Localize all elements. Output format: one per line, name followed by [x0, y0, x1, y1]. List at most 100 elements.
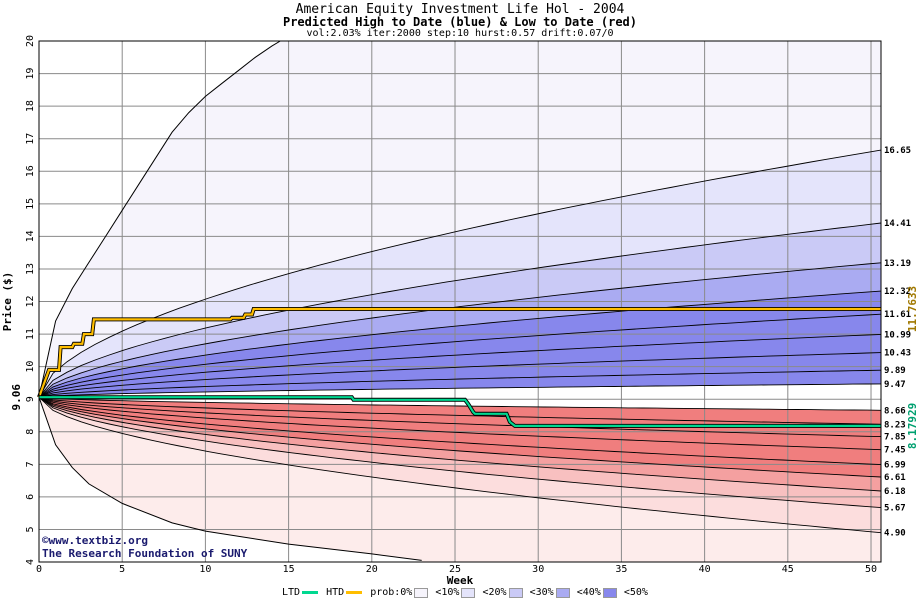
- y-tick-label-14: 14: [25, 230, 36, 242]
- band-7: [39, 370, 881, 398]
- y-tick-label-17: 17: [25, 133, 36, 145]
- x-tick-label-40: 40: [699, 564, 711, 575]
- band-2: [39, 262, 881, 398]
- legend-prob-label: prob:0%: [370, 587, 413, 598]
- x-tick-label-35: 35: [615, 564, 627, 575]
- band-1: [39, 223, 881, 398]
- percentile-label-17: 4.90: [884, 529, 906, 539]
- legend-item-20: <20%: [482, 587, 507, 598]
- start-price-label: 9.06: [10, 384, 23, 411]
- y-tick-label-6: 6: [25, 494, 36, 500]
- x-tick-label-10: 10: [199, 564, 211, 575]
- contour-7: [38, 369, 882, 398]
- x-tick-label-5: 5: [119, 564, 125, 575]
- legend-item-30: <30%: [529, 587, 554, 598]
- ltd-value-label: 8.17929: [906, 403, 919, 449]
- series-HTD-line: [37, 307, 881, 398]
- y-tick-label-7: 7: [25, 461, 36, 467]
- band-14: [39, 397, 881, 491]
- y-tick-label-13: 13: [25, 263, 36, 275]
- y-tick-label-8: 8: [25, 429, 36, 435]
- x-tick-label-0: 0: [36, 564, 42, 575]
- y-tick-label-10: 10: [25, 361, 36, 373]
- y-tick-label-5: 5: [25, 526, 36, 532]
- chart-plot: 16.65 14.41 13.19 12.32 11.61 10.99 10.43 9.89 9…: [1, 35, 919, 586]
- x-tick-label-50: 50: [865, 564, 877, 575]
- percentile-label-3: 12.32: [884, 287, 911, 297]
- y-tick-label-11: 11: [25, 328, 36, 340]
- percentile-label-2: 13.19: [884, 259, 911, 269]
- percentile-label-9: 8.66: [884, 406, 906, 416]
- percentile-label-16: 5.67: [884, 504, 906, 514]
- percentile-label-10: 8.23: [884, 420, 906, 430]
- y-tick-label-19: 19: [25, 68, 36, 80]
- legend-htd-label: HTD: [326, 587, 345, 598]
- plot-frame: [38, 40, 882, 563]
- legend-ltd-label: LTD: [282, 587, 301, 598]
- contour-6: [38, 352, 882, 398]
- y-tick-label-15: 15: [25, 198, 36, 210]
- contour-4: [38, 313, 882, 398]
- band-16: [39, 397, 881, 533]
- percentile-label-0: 16.65: [884, 146, 911, 156]
- legend-htd-swatch: [346, 591, 363, 594]
- contour-outer-lower: [38, 397, 422, 561]
- watermark-org: The Research Foundation of SUNY: [42, 547, 248, 560]
- legend-swatch-3: [555, 587, 570, 598]
- y-tick-label-4: 4: [25, 559, 36, 565]
- band-9: [39, 397, 881, 425]
- legend-swatch-4: [602, 587, 617, 598]
- contour-10: [38, 396, 882, 425]
- legend-item-50: <50%: [623, 587, 648, 598]
- percentile-label-15: 6.18: [884, 487, 906, 497]
- band-15: [39, 397, 881, 508]
- percentile-label-5: 10.99: [884, 330, 911, 340]
- legend-ltd-swatch: [302, 591, 319, 594]
- percentile-label-11: 7.85: [884, 433, 906, 443]
- contour-9: [38, 396, 882, 411]
- band-0: [39, 150, 881, 398]
- contour-outer-upper: [38, 40, 281, 398]
- contour-14: [38, 396, 882, 478]
- y-tick-label-12: 12: [25, 295, 36, 307]
- band-lower-outer: [39, 397, 881, 562]
- contour-2: [38, 262, 882, 398]
- percentile-label-4: 11.61: [884, 310, 911, 320]
- contour-15: [38, 396, 882, 492]
- chart-subtitle: Predicted High to Date (blue) & Low to D…: [282, 15, 637, 29]
- legend-item-10: <10%: [435, 587, 460, 598]
- percentile-label-1: 14.41: [884, 219, 911, 229]
- band-upper-outer: [39, 41, 881, 398]
- x-tick-label-25: 25: [449, 564, 461, 575]
- y-axis-label: Price ($): [1, 272, 14, 332]
- axes: [38, 40, 882, 563]
- percentile-label-12: 7.45: [884, 446, 906, 456]
- contour-11: [38, 396, 882, 438]
- legend-swatch-0: [414, 587, 429, 598]
- htd-value-label: 11.7633: [906, 286, 919, 332]
- x-tick-label-45: 45: [782, 564, 794, 575]
- contour-13: [38, 396, 882, 466]
- y-tick-label-20: 20: [25, 35, 36, 47]
- band-8: [39, 383, 881, 411]
- legend-swatch-2: [508, 587, 523, 598]
- contour-8: [38, 383, 882, 398]
- legend-item-40: <40%: [576, 587, 601, 598]
- y-tick-label-9: 9: [25, 396, 36, 402]
- series-lines: [37, 307, 881, 428]
- watermark: ©www.textbiz.org The Research Foundation…: [42, 534, 247, 560]
- y-tick-label-18: 18: [25, 100, 36, 112]
- band-12: [39, 397, 881, 465]
- contour-12: [38, 396, 882, 451]
- contour-17: [38, 396, 882, 534]
- contour-1: [38, 222, 882, 398]
- band-6: [39, 352, 881, 398]
- percentile-label-7: 9.89: [884, 366, 906, 376]
- percentile-label-8: 9.47: [884, 380, 906, 390]
- chart-labels: 16.65 14.41 13.19 12.32 11.61 10.99 10.43 9.89 9…: [1, 35, 919, 586]
- contour-0: [38, 149, 882, 398]
- contour-3: [38, 290, 882, 398]
- percentile-contours: [38, 40, 882, 561]
- x-axis-label: Week: [447, 574, 474, 586]
